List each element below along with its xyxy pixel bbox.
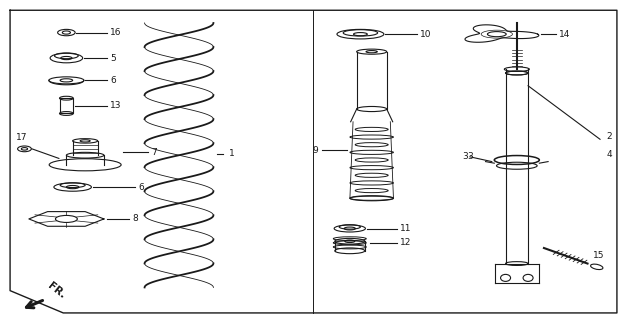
Text: 17: 17 [16,133,28,142]
Text: 13: 13 [110,101,122,110]
Text: 7: 7 [151,148,157,156]
Text: 5: 5 [110,53,116,62]
Text: 10: 10 [420,30,431,39]
Text: 3: 3 [462,152,468,161]
Text: 4: 4 [606,150,612,159]
Text: 14: 14 [559,30,571,39]
Text: 1: 1 [229,149,234,158]
Text: 9: 9 [313,146,319,155]
Text: FR.: FR. [46,280,67,300]
Text: 6: 6 [139,183,144,192]
Text: 2: 2 [606,132,612,141]
Text: 8: 8 [132,214,138,223]
Text: 12: 12 [400,238,411,247]
Text: 16: 16 [110,28,122,37]
Bar [60,98,73,114]
Text: 6: 6 [110,76,116,85]
Text: 15: 15 [593,251,604,260]
Text: 11: 11 [400,224,411,233]
Text: 3: 3 [467,152,473,161]
